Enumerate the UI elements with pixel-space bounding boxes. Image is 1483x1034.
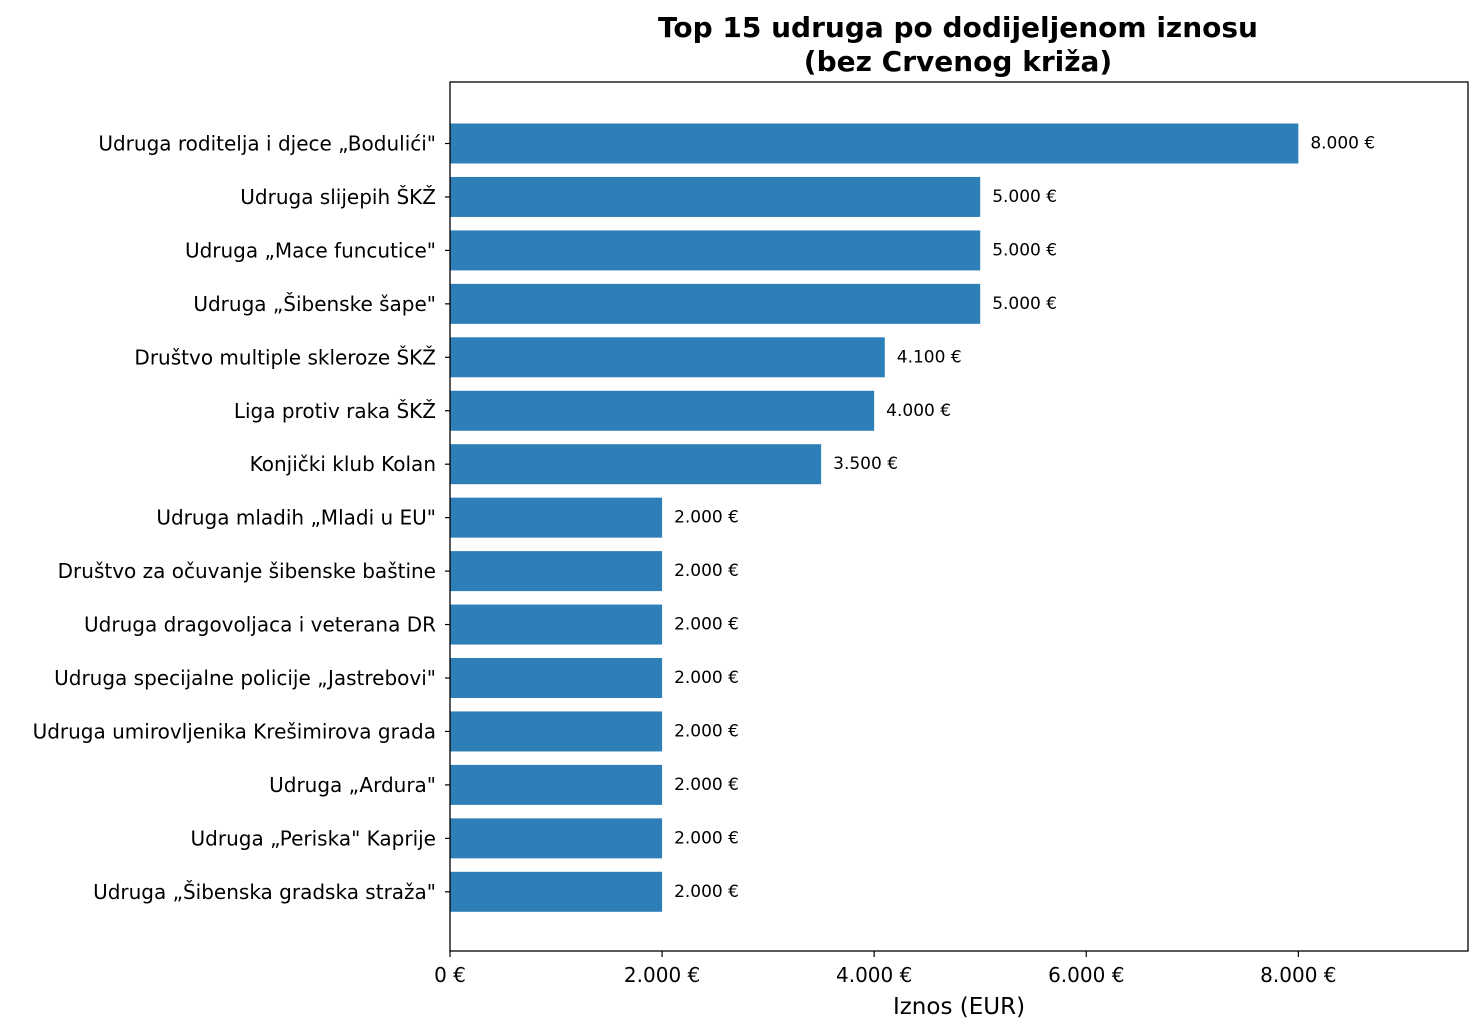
category-label-6: Konjički klub Kolan xyxy=(250,452,436,476)
value-label-4: 4.100 € xyxy=(897,347,962,367)
bar-0 xyxy=(450,123,1299,164)
plot-area-frame xyxy=(449,81,1469,952)
bar-11 xyxy=(450,711,663,752)
bar-9 xyxy=(450,604,663,645)
bar-4 xyxy=(450,337,885,378)
category-label-1: Udruga slijepih ŠKŽ xyxy=(240,185,436,209)
value-label-13: 2.000 € xyxy=(674,828,739,848)
bar-14 xyxy=(450,871,663,912)
x-tick-label-4: 8.000 € xyxy=(1260,963,1336,987)
value-label-8: 2.000 € xyxy=(674,561,739,581)
value-label-5: 4.000 € xyxy=(886,401,951,421)
chart-title-line-2: (bez Crvenog križa) xyxy=(804,45,1112,78)
category-label-13: Udruga „Periska" Kaprije xyxy=(191,826,436,850)
category-label-7: Udruga mladih „Mladi u EU" xyxy=(156,506,436,530)
value-label-6: 3.500 € xyxy=(833,454,898,474)
value-label-10: 2.000 € xyxy=(674,668,739,688)
category-label-4: Društvo multiple skleroze ŠKŽ xyxy=(134,345,436,369)
bar-12 xyxy=(450,764,663,805)
bar-8 xyxy=(450,551,663,592)
x-tick-label-0: 0 € xyxy=(434,963,466,987)
value-label-0: 8.000 € xyxy=(1310,134,1375,154)
x-tick-label-2: 4.000 € xyxy=(836,963,912,987)
bar-10 xyxy=(450,658,663,698)
category-label-3: Udruga „Šibenske šape" xyxy=(193,292,436,316)
bar-6 xyxy=(450,444,822,485)
value-label-11: 2.000 € xyxy=(674,721,739,741)
value-label-3: 5.000 € xyxy=(992,294,1057,314)
x-axis-label: Iznos (EUR) xyxy=(893,994,1025,1020)
x-tick-label-1: 2.000 € xyxy=(624,963,700,987)
category-label-0: Udruga roditelja i djece „Bodulići" xyxy=(98,132,436,156)
category-label-9: Udruga dragovoljaca i veterana DR xyxy=(84,613,436,637)
x-ticks-group: 0 € 2.000 € 4.000 € 6.000 € 8.000 € xyxy=(434,142,1337,987)
category-label-11: Udruga umirovljenika Krešimirova grada xyxy=(33,719,436,743)
category-label-2: Udruga „Mace funcutice" xyxy=(185,238,436,262)
bar-13 xyxy=(450,818,663,859)
bars-group: Udruga roditelja i djece „Bodulići" 8.000… xyxy=(33,123,1375,912)
value-label-14: 2.000 € xyxy=(674,882,739,902)
chart-title-line-1: Top 15 udruga po dodijeljenom iznosu xyxy=(658,11,1258,44)
category-label-12: Udruga „Ardura" xyxy=(269,773,436,797)
category-label-14: Udruga „Šibenska gradska straža" xyxy=(93,880,436,904)
category-label-5: Liga protiv raka ŠKŽ xyxy=(234,399,436,423)
category-label-8: Društvo za očuvanje šibenske baštine xyxy=(58,559,436,583)
bar-7 xyxy=(450,497,663,538)
bar-3 xyxy=(450,283,981,324)
bar-1 xyxy=(450,176,981,217)
x-tick-label-3: 6.000 € xyxy=(1048,963,1124,987)
value-label-7: 2.000 € xyxy=(674,508,739,528)
value-label-2: 5.000 € xyxy=(992,240,1057,260)
value-label-9: 2.000 € xyxy=(674,615,739,635)
bar-5 xyxy=(450,390,875,431)
value-label-1: 5.000 € xyxy=(992,187,1057,207)
category-label-10: Udruga specijalne policije „Jastrebovi" xyxy=(54,666,436,690)
bar-2 xyxy=(450,230,981,271)
value-label-12: 2.000 € xyxy=(674,775,739,795)
